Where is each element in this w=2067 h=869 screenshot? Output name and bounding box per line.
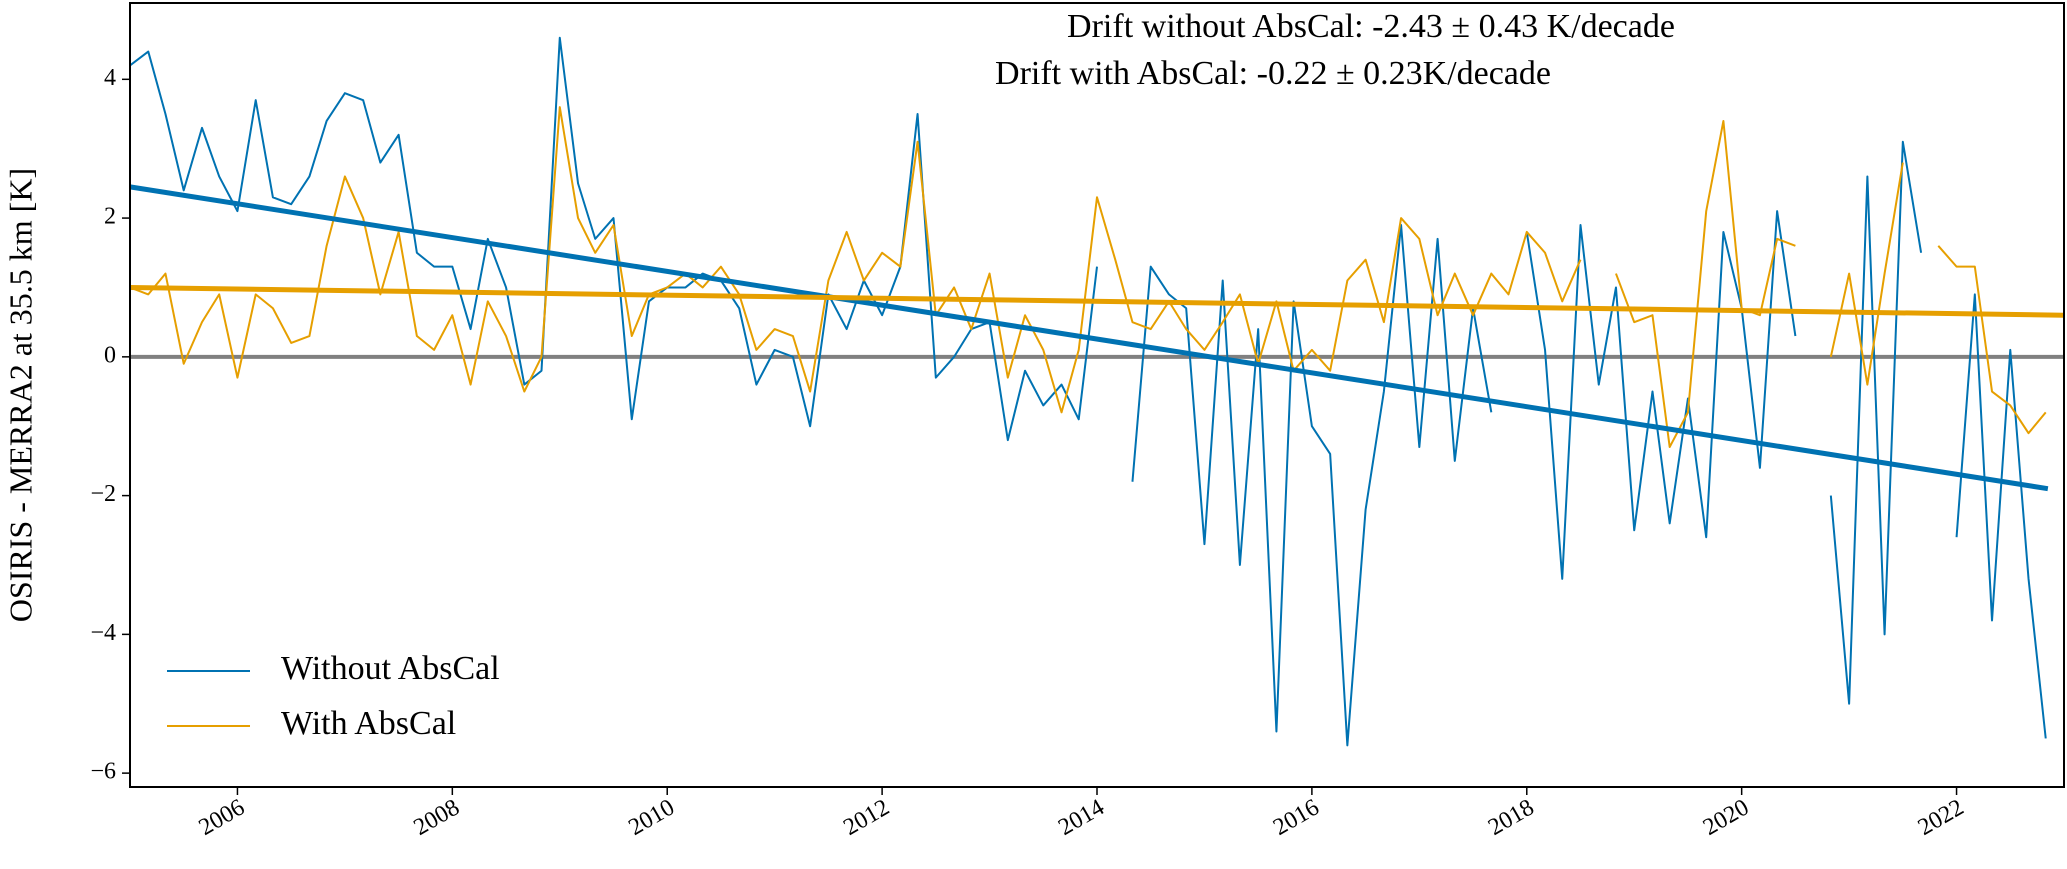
y-tick-label: 2 <box>104 204 116 230</box>
y-tick-label: 0 <box>104 342 116 368</box>
series-line <box>129 36 2047 747</box>
plot-frame <box>129 2 2065 788</box>
x-tick-label: 2012 <box>839 794 894 841</box>
x-tick-label: 2022 <box>1914 794 1969 841</box>
legend-label: With AbsCal <box>281 705 456 742</box>
x-tick-label: 2014 <box>1054 794 1109 841</box>
x-tick-label: 2018 <box>1484 794 1539 841</box>
y-axis-label: OSIRIS - MERRA2 at 35.5 km [K] <box>2 168 38 622</box>
x-tick-label: 2016 <box>1269 794 1324 841</box>
annotation: Drift with AbsCal: -0.22 ± 0.23K/decade <box>995 55 1551 92</box>
trend-line <box>129 284 2065 318</box>
x-tick-label: 2020 <box>1699 794 1754 841</box>
legend-label: Without AbsCal <box>281 650 500 687</box>
y-tick-label: −2 <box>90 481 116 507</box>
annotation: Drift without AbsCal: -2.43 ± 0.43 K/dec… <box>1067 8 1675 45</box>
y-tick-label: 4 <box>104 65 116 91</box>
y-tick-label: −6 <box>90 759 116 785</box>
x-tick-label: 2008 <box>410 794 465 841</box>
trend-line <box>129 184 2049 492</box>
x-tick-label: 2010 <box>624 794 679 841</box>
y-tick-label: −4 <box>90 620 116 646</box>
x-tick-label: 2006 <box>195 794 250 841</box>
series-line <box>129 106 2047 449</box>
